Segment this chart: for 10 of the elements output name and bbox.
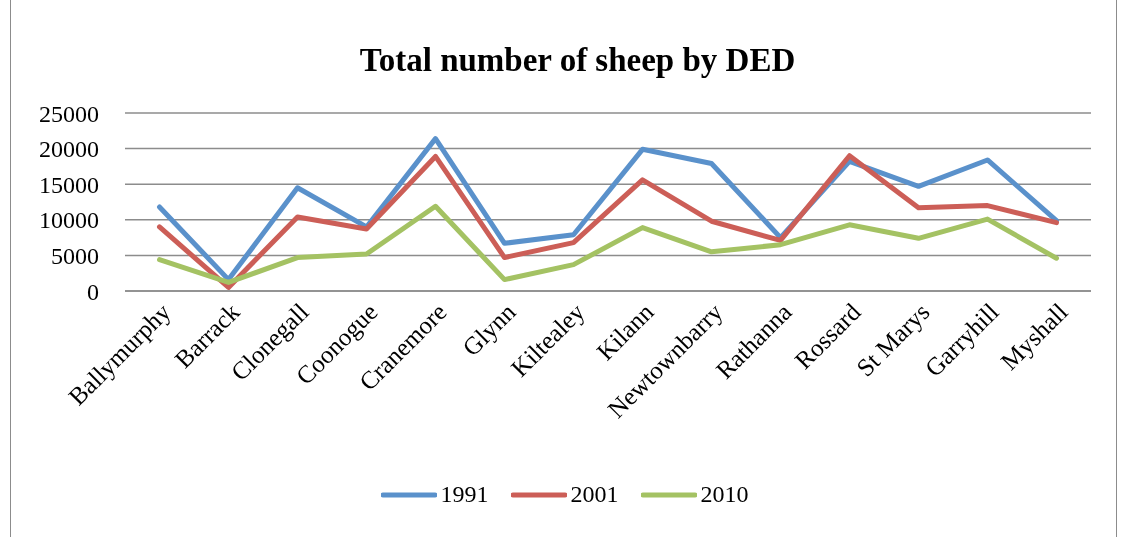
y-tick-label: 20000: [39, 136, 99, 163]
chart-title: Total number of sheep by DED: [358, 41, 797, 80]
y-tick-label: 10000: [39, 207, 99, 234]
legend-label: 2010: [700, 481, 749, 508]
legend-label: 2001: [570, 481, 619, 508]
y-tick-label: 5000: [51, 242, 99, 269]
y-tick-label: 15000: [39, 171, 99, 198]
y-tick-label: 25000: [39, 100, 99, 127]
legend-label: 1991: [440, 481, 489, 508]
y-tick-label: 0: [87, 278, 99, 305]
